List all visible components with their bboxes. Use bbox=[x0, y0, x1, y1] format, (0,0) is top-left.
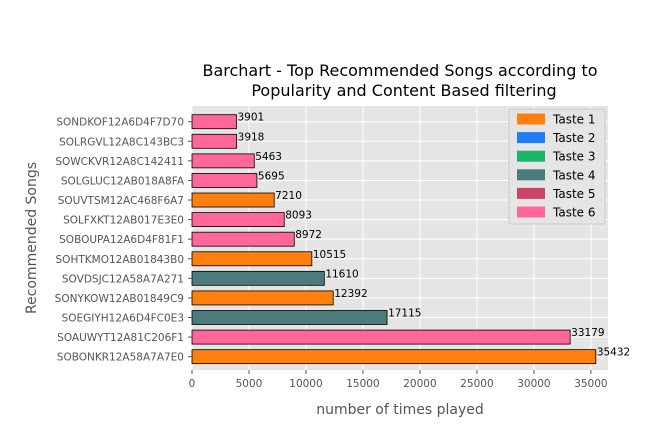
bar bbox=[191, 114, 237, 130]
bar-value-label: 35432 bbox=[597, 347, 630, 359]
legend-swatch bbox=[517, 113, 545, 125]
y-tick-label: SOWCKVR12A8C142411 bbox=[55, 156, 184, 168]
x-tick-label: 30000 bbox=[517, 378, 550, 390]
x-tick-label: 5000 bbox=[236, 378, 263, 390]
bar-value-label: 5463 bbox=[255, 151, 282, 163]
bar-value-label: 10515 bbox=[313, 249, 346, 261]
legend-label: Taste 3 bbox=[552, 150, 596, 164]
y-tick-label: SOVDSJC12A58A7A271 bbox=[62, 273, 184, 285]
y-axis-label: Recommended Songs bbox=[24, 162, 40, 314]
legend-label: Taste 5 bbox=[552, 187, 596, 201]
x-tick-label: 20000 bbox=[403, 378, 436, 390]
y-tick-label: SOAUWYT12A81C206F1 bbox=[57, 332, 184, 344]
x-tick-label: 35000 bbox=[574, 378, 607, 390]
bar bbox=[191, 329, 571, 345]
bar bbox=[191, 133, 238, 149]
bar bbox=[191, 212, 285, 228]
bar bbox=[191, 173, 258, 188]
bar-value-label: 8972 bbox=[295, 229, 322, 241]
bar-value-label: 17115 bbox=[388, 308, 421, 320]
y-tick-label: SOBOUPA12A6D4F81F1 bbox=[59, 234, 184, 246]
bar bbox=[191, 270, 325, 286]
y-tick-label: SOHTKMO12AB01843B0 bbox=[56, 254, 184, 266]
chart-title-line-2: Popularity and Content Based filtering bbox=[251, 81, 556, 100]
bar-value-label: 7210 bbox=[275, 190, 302, 202]
y-tick-labels: SONDKOF12A6D4F7D70 SOLRGVL12A8C143BC3 SOWC… bbox=[55, 117, 192, 364]
legend-label: Taste 6 bbox=[552, 206, 596, 220]
bar bbox=[191, 310, 388, 325]
x-tick-label: 15000 bbox=[346, 378, 379, 390]
value-labels: 3901 3918 5463 5695 7210 8093 8972 10515 11610 12… bbox=[237, 112, 630, 359]
bar-value-label: 3918 bbox=[238, 131, 265, 143]
bar bbox=[191, 192, 275, 208]
y-tick-label: SOEGIYH12A6D4FC0E3 bbox=[62, 313, 184, 325]
x-tick-label: 0 bbox=[189, 378, 196, 390]
x-tick-labels: 0 5000 10000 15000 20000 25000 30000 35000 bbox=[189, 370, 608, 390]
legend-label: Taste 1 bbox=[552, 113, 596, 127]
y-tick-label: SOLFXKT12AB017E3E0 bbox=[63, 215, 184, 227]
legend-swatch bbox=[517, 206, 545, 218]
bars bbox=[191, 114, 597, 365]
x-tick-label: 25000 bbox=[460, 378, 493, 390]
bar-value-label: 33179 bbox=[571, 327, 604, 339]
bar-value-label: 3901 bbox=[237, 112, 264, 124]
bar bbox=[191, 290, 334, 306]
y-tick-label: SOLGLUC12AB018A8FA bbox=[61, 175, 185, 187]
legend-label: Taste 4 bbox=[552, 168, 596, 182]
y-tick-label: SOUVTSM12AC468F6A7 bbox=[58, 195, 184, 207]
legend-swatch bbox=[517, 150, 545, 162]
y-tick-label: SONDKOF12A6D4F7D70 bbox=[56, 117, 184, 129]
bar-value-label: 12392 bbox=[334, 288, 367, 300]
bar-value-label: 5695 bbox=[258, 170, 285, 182]
legend-swatch bbox=[517, 169, 545, 181]
y-tick-label: SOBONKR12A58A7A7E0 bbox=[57, 352, 184, 364]
bar bbox=[191, 231, 295, 247]
legend: Taste 1 Taste 2 Taste 3 Taste 4 Taste 5 Taste… bbox=[508, 108, 606, 225]
x-tick-label: 10000 bbox=[289, 378, 322, 390]
chart-title-line-1: Barchart - Top Recommended Songs accordi… bbox=[202, 61, 597, 80]
legend-swatch bbox=[517, 132, 545, 144]
x-axis-label: number of times played bbox=[316, 402, 484, 418]
bar-value-label: 8093 bbox=[285, 210, 312, 222]
legend-swatch bbox=[517, 187, 545, 199]
bar bbox=[191, 153, 255, 169]
bar bbox=[191, 251, 313, 267]
legend-label: Taste 2 bbox=[552, 131, 596, 145]
y-tick-label: SONYKOW12AB01849C9 bbox=[55, 293, 184, 305]
bar-value-label: 11610 bbox=[325, 268, 358, 280]
bar bbox=[191, 349, 597, 365]
y-tick-label: SOLRGVL12A8C143BC3 bbox=[59, 136, 184, 148]
